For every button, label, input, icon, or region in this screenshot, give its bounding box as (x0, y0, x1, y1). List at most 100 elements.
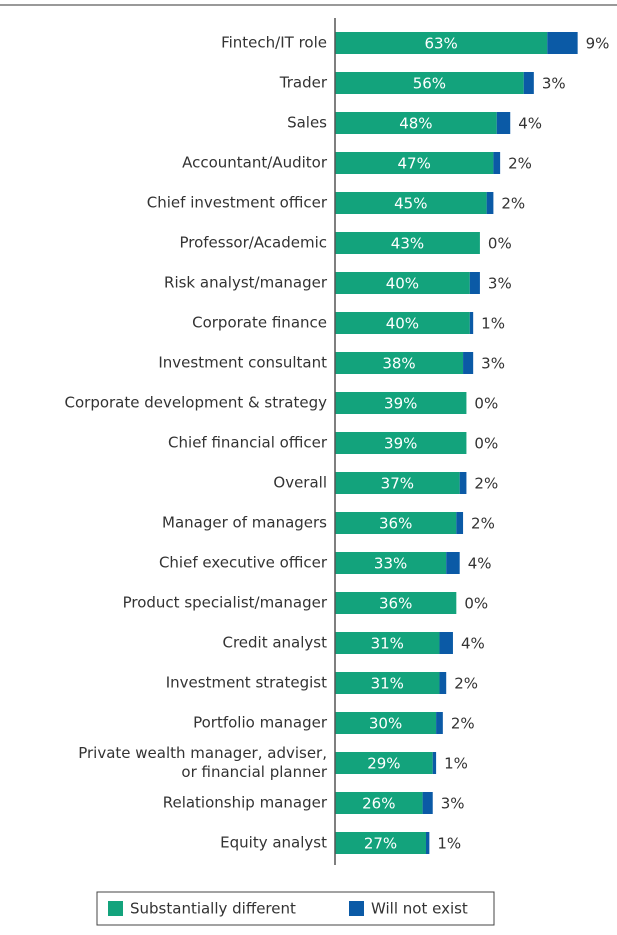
bar-segment (523, 72, 534, 94)
bar-segment (335, 472, 460, 494)
category-label: Corporate finance (192, 314, 327, 332)
category-label: Manager of managers (162, 514, 327, 532)
bar-segment (335, 112, 497, 134)
category-label: Equity analyst (220, 834, 327, 852)
category-label: Credit analyst (222, 634, 327, 652)
bar-segment (335, 272, 470, 294)
value-label: 1% (437, 835, 461, 853)
category-label: Investment consultant (158, 354, 327, 372)
value-label: 40% (386, 275, 419, 293)
bar-segment (469, 272, 480, 294)
value-label: 4% (461, 635, 485, 653)
value-label: 37% (381, 475, 414, 493)
legend-label: Substantially different (130, 900, 296, 918)
value-label: 30% (369, 715, 402, 733)
value-label: 47% (398, 155, 431, 173)
value-label: 31% (371, 675, 404, 693)
category-label: Overall (273, 474, 327, 492)
value-label: 2% (501, 195, 525, 213)
bar-segment (439, 632, 453, 654)
bar-segment (335, 512, 457, 534)
category-label: Professor/Academic (179, 234, 327, 252)
bar-segment (335, 312, 470, 334)
bar-segment (425, 832, 430, 854)
bar-segment (335, 552, 447, 574)
bar-segment (335, 752, 433, 774)
category-label: Sales (287, 114, 327, 132)
value-label: 40% (386, 315, 419, 333)
category-label: Relationship manager (163, 794, 328, 812)
value-label: 33% (374, 555, 407, 573)
category-label: Investment strategist (166, 674, 327, 692)
bar-segment (335, 632, 440, 654)
bar-segment (547, 32, 578, 54)
bar-segment (422, 792, 433, 814)
category-label: Fintech/IT role (221, 34, 327, 52)
legend-label: Will not exist (371, 900, 468, 918)
category-label: or financial planner (181, 763, 327, 781)
category-label: Chief financial officer (168, 434, 328, 452)
category-label: Corporate development & strategy (65, 394, 328, 412)
bar-segment (335, 432, 467, 454)
category-label: Private wealth manager, adviser, (78, 744, 327, 762)
bar-segment (335, 712, 437, 734)
bar-segment (493, 152, 501, 174)
value-label: 0% (474, 395, 498, 413)
value-label: 27% (364, 835, 397, 853)
value-label: 43% (391, 235, 424, 253)
bar-segment (335, 232, 480, 254)
value-label: 0% (474, 435, 498, 453)
value-label: 1% (481, 315, 505, 333)
bar-segment (335, 32, 548, 54)
bar-segment (496, 112, 511, 134)
bar-segment (446, 552, 460, 574)
legend-swatch (108, 901, 123, 916)
value-label: 0% (488, 235, 512, 253)
category-label: Accountant/Auditor (182, 154, 328, 172)
value-label: 3% (441, 795, 465, 813)
category-label: Chief executive officer (159, 554, 328, 572)
value-label: 45% (394, 195, 427, 213)
value-label: 4% (518, 115, 542, 133)
value-label: 31% (371, 635, 404, 653)
bar-segment (335, 832, 426, 854)
value-label: 9% (586, 35, 610, 53)
value-label: 39% (384, 395, 417, 413)
category-label: Trader (279, 74, 328, 92)
value-label: 36% (379, 515, 412, 533)
bar-segment (439, 672, 447, 694)
value-label: 2% (454, 675, 478, 693)
bar-segment (335, 592, 457, 614)
value-label: 2% (451, 715, 475, 733)
category-label: Portfolio manager (193, 714, 328, 732)
bar-segment (436, 712, 443, 734)
value-label: 3% (542, 75, 566, 93)
value-label: 2% (508, 155, 532, 173)
value-label: 36% (379, 595, 412, 613)
bar-segment (335, 152, 494, 174)
bar-segment (335, 672, 440, 694)
bar-segment (335, 392, 467, 414)
bar-segment (335, 72, 524, 94)
value-label: 38% (382, 355, 415, 373)
value-label: 4% (468, 555, 492, 573)
value-label: 1% (444, 755, 468, 773)
bar-segment (459, 472, 467, 494)
bar-segment (335, 192, 487, 214)
bar-segment (432, 752, 437, 774)
value-label: 26% (362, 795, 395, 813)
bar-segment (456, 512, 464, 534)
category-label: Chief investment officer (147, 194, 328, 212)
value-label: 29% (367, 755, 400, 773)
value-label: 39% (384, 435, 417, 453)
category-label: Risk analyst/manager (164, 274, 328, 292)
value-label: 3% (481, 355, 505, 373)
bar-segment (469, 312, 474, 334)
value-label: 0% (464, 595, 488, 613)
category-label: Product specialist/manager (123, 594, 328, 612)
value-label: 56% (413, 75, 446, 93)
legend-box (96, 891, 495, 926)
legend-swatch (349, 901, 364, 916)
value-label: 2% (471, 515, 495, 533)
